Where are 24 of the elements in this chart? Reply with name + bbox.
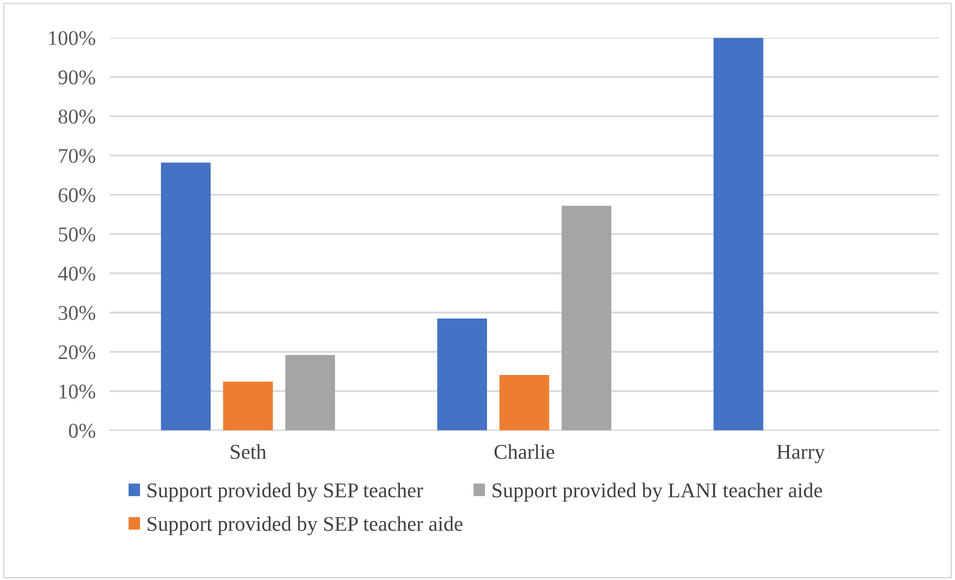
bar: [160, 162, 211, 430]
y-tick-label: 0%: [68, 424, 96, 438]
x-tick-label: Harry: [776, 445, 825, 464]
bar: [499, 374, 550, 430]
legend-label: Support provided by SEP teacher aide: [148, 516, 462, 536]
y-tick-label: 70%: [59, 148, 96, 163]
legend-label: Support provided by LANI teacher aide: [492, 482, 822, 502]
y-tick-label: 60%: [58, 188, 96, 202]
y-tick-label: 50%: [58, 227, 96, 242]
bar: [285, 354, 336, 430]
bar: [562, 206, 612, 430]
legend-label: Support provided by SEP teacher: [148, 482, 424, 502]
x-tick-label: Charlie: [494, 444, 554, 459]
y-tick-label: 20%: [58, 345, 96, 360]
bar: [714, 38, 764, 430]
y-tick-label: 10%: [60, 384, 96, 399]
y-tick-label: 90%: [58, 70, 96, 84]
x-tick-label: Seth: [230, 444, 266, 459]
y-tick-label: 100%: [49, 31, 96, 46]
y-tick-label: 30%: [58, 306, 96, 320]
y-tick-label: 40%: [58, 266, 96, 281]
bar: [437, 318, 487, 430]
y-tick-label: 80%: [58, 110, 96, 124]
bar: [223, 382, 273, 430]
